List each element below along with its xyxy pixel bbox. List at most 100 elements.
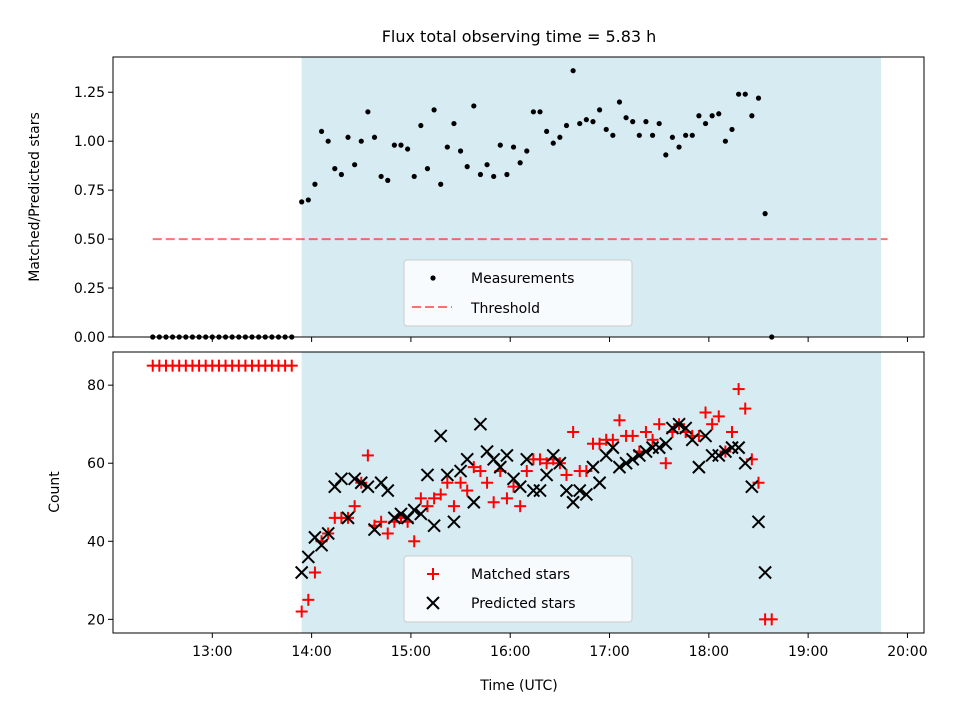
measurement-point bbox=[392, 143, 397, 148]
bottom-x-tick-label: 15:00 bbox=[391, 644, 431, 660]
bottom-y-tick-label: 80 bbox=[87, 378, 105, 394]
top-title: Flux total observing time = 5.83 h bbox=[382, 27, 657, 46]
measurement-point bbox=[577, 121, 582, 126]
measurement-point bbox=[359, 139, 364, 144]
measurement-point bbox=[504, 172, 509, 177]
measurement-point bbox=[458, 148, 463, 153]
measurement-point bbox=[398, 143, 403, 148]
x-axis-label: Time (UTC) bbox=[479, 678, 557, 694]
measurement-point bbox=[445, 144, 450, 149]
bottom-x-tick-label: 13:00 bbox=[192, 644, 232, 660]
measurement-point bbox=[339, 172, 344, 177]
measurement-point bbox=[412, 174, 417, 179]
measurement-point bbox=[749, 113, 754, 118]
bottom-x-tick-label: 14:00 bbox=[291, 644, 331, 660]
bottom-legend: Matched stars Predicted stars bbox=[404, 556, 632, 622]
bottom-x-tick-label: 18:00 bbox=[689, 644, 729, 660]
measurement-point bbox=[657, 121, 662, 126]
measurement-point bbox=[306, 197, 311, 202]
measurement-point bbox=[683, 133, 688, 138]
bottom-y-axis-label: Count bbox=[47, 471, 63, 513]
measurement-point bbox=[471, 103, 476, 108]
measurement-point bbox=[345, 135, 350, 140]
measurement-point bbox=[478, 172, 483, 177]
measurement-point bbox=[763, 211, 768, 216]
figure: 0.00 0.25 0.50 0.75 1.00 1.25 Flux total obse… bbox=[0, 0, 960, 720]
measurement-point bbox=[365, 109, 370, 114]
measurement-point bbox=[743, 92, 748, 97]
measurement-point bbox=[465, 164, 470, 169]
measurement-point bbox=[604, 127, 609, 132]
measurement-point bbox=[637, 133, 642, 138]
measurement-point bbox=[557, 135, 562, 140]
legend-matched-label: Matched stars bbox=[471, 567, 570, 583]
measurement-point bbox=[385, 178, 390, 183]
measurement-point bbox=[425, 166, 430, 171]
measurement-point bbox=[623, 115, 628, 120]
measurement-point bbox=[451, 121, 456, 126]
legend-measurements-label: Measurements bbox=[471, 271, 574, 287]
measurement-point bbox=[723, 139, 728, 144]
measurement-point bbox=[524, 148, 529, 153]
measurement-point bbox=[312, 182, 317, 187]
measurement-point bbox=[584, 117, 589, 122]
measurement-point bbox=[729, 127, 734, 132]
measurement-point bbox=[544, 129, 549, 134]
measurement-point bbox=[690, 133, 695, 138]
measurement-point bbox=[537, 109, 542, 114]
measurement-point bbox=[597, 107, 602, 112]
measurement-point bbox=[663, 152, 668, 157]
measurement-point bbox=[531, 109, 536, 114]
measurement-point bbox=[498, 143, 503, 148]
measurement-point bbox=[418, 123, 423, 128]
measurement-point bbox=[511, 144, 516, 149]
measurement-point bbox=[643, 119, 648, 124]
measurement-point bbox=[630, 119, 635, 124]
bottom-x-tick-label: 17:00 bbox=[589, 644, 629, 660]
measurement-point bbox=[571, 68, 576, 73]
bottom-x-tick-label: 16:00 bbox=[490, 644, 530, 660]
measurement-point bbox=[590, 119, 595, 124]
measurement-point bbox=[736, 92, 741, 97]
bottom-legend-box bbox=[404, 556, 632, 622]
measurement-point bbox=[716, 111, 721, 116]
top-y-tick-label: 0.25 bbox=[74, 281, 105, 297]
measurement-point bbox=[431, 107, 436, 112]
measurement-point bbox=[319, 129, 324, 134]
measurement-point bbox=[438, 182, 443, 187]
measurement-point bbox=[405, 146, 410, 151]
top-legend: Measurements Threshold bbox=[404, 260, 632, 326]
measurement-point bbox=[551, 141, 556, 146]
measurement-point bbox=[710, 113, 715, 118]
measurement-point bbox=[610, 133, 615, 138]
legend-measurements-marker bbox=[430, 275, 435, 280]
legend-threshold-label: Threshold bbox=[470, 301, 540, 317]
measurement-point bbox=[564, 123, 569, 128]
top-y-tick-label: 0.75 bbox=[74, 183, 105, 199]
measurement-point bbox=[379, 174, 384, 179]
measurement-point bbox=[670, 135, 675, 140]
top-y-tick-label: 1.25 bbox=[74, 85, 105, 101]
bottom-x-tick-label: 19:00 bbox=[788, 644, 828, 660]
top-y-tick-label: 1.00 bbox=[74, 134, 105, 150]
measurement-point bbox=[332, 166, 337, 171]
bottom-x-tick-label: 20:00 bbox=[887, 644, 927, 660]
bottom-y-tick-label: 40 bbox=[87, 534, 105, 550]
top-y-tick-label: 0.00 bbox=[74, 330, 105, 346]
bottom-y-tick-label: 60 bbox=[87, 456, 105, 472]
bottom-y-tick-label: 20 bbox=[87, 612, 105, 628]
measurement-point bbox=[352, 162, 357, 167]
measurement-point bbox=[518, 160, 523, 165]
measurement-point bbox=[491, 174, 496, 179]
measurement-point bbox=[326, 139, 331, 144]
measurement-point bbox=[650, 133, 655, 138]
measurement-point bbox=[299, 199, 304, 204]
measurement-point bbox=[617, 99, 622, 104]
measurement-point bbox=[484, 162, 489, 167]
top-y-axis-label: Matched/Predicted stars bbox=[27, 112, 43, 282]
measurement-point bbox=[756, 96, 761, 101]
measurement-point bbox=[676, 144, 681, 149]
legend-predicted-label: Predicted stars bbox=[471, 596, 576, 612]
measurement-point bbox=[703, 121, 708, 126]
top-y-tick-label: 0.50 bbox=[74, 232, 105, 248]
